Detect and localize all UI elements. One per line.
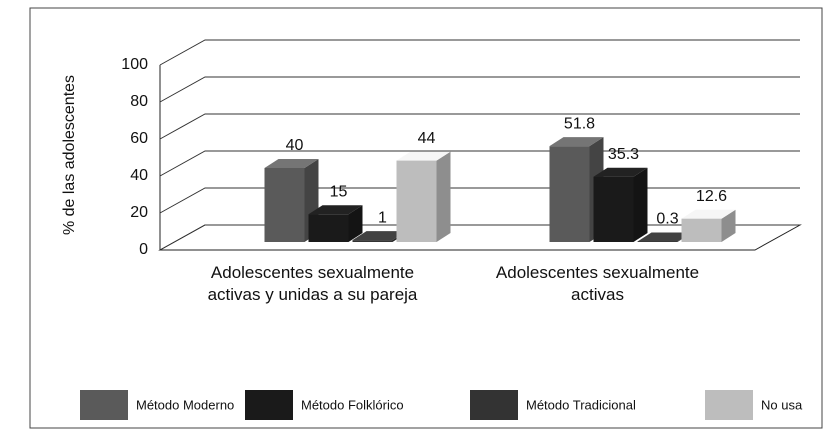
data-label: 40	[286, 137, 304, 154]
x-tick-label: Adolescentes sexualmente activas y unida…	[207, 263, 418, 304]
bar	[396, 160, 437, 242]
bar	[593, 176, 634, 242]
y-tick-label: 100	[121, 56, 148, 73]
bar-top	[549, 137, 604, 147]
legend-swatch	[245, 390, 293, 420]
bar-side	[436, 151, 451, 242]
bar	[264, 168, 305, 242]
grid-line	[159, 150, 800, 177]
data-label: 51.8	[564, 115, 595, 132]
y-axis-label: % de las adolescentes	[61, 75, 78, 235]
y-tick-label: 40	[130, 167, 148, 184]
bar	[681, 218, 722, 242]
bar	[637, 241, 678, 242]
legend-label: Método Moderno	[136, 397, 234, 412]
legend-swatch	[470, 390, 518, 420]
y-tick-label: 80	[130, 93, 148, 110]
data-label: 35.3	[608, 146, 639, 163]
legend-swatch	[705, 390, 753, 420]
data-label: 12.6	[696, 188, 727, 205]
bar-top	[681, 209, 736, 219]
grid-line	[159, 113, 800, 140]
bar-side	[633, 167, 648, 242]
bar-top	[308, 205, 363, 215]
data-label: 44	[418, 130, 436, 147]
bar	[308, 214, 349, 242]
data-label: 0.3	[656, 211, 678, 228]
grid-line	[159, 76, 800, 103]
bar-top	[637, 232, 692, 242]
y-tick-label: 20	[130, 204, 148, 221]
legend-label: Método Tradicional	[526, 397, 636, 412]
y-tick-label: 60	[130, 130, 148, 147]
bar-side	[348, 205, 363, 242]
bar-top	[352, 231, 407, 241]
legend-label: No usa	[761, 397, 803, 412]
legend-label: Método Folklórico	[301, 397, 404, 412]
frame	[29, 7, 823, 429]
data-label: 1	[378, 209, 387, 226]
legend-swatch	[80, 390, 128, 420]
bar-top	[396, 151, 451, 161]
x-tick-label: Adolescentes sexualmente activas	[495, 263, 700, 304]
bar-top	[593, 167, 648, 177]
data-label: 15	[330, 183, 348, 200]
bar-top	[264, 159, 319, 168]
grid-line	[159, 39, 800, 66]
y-tick-label: 0	[139, 241, 148, 258]
bar	[549, 146, 590, 242]
bar	[352, 240, 393, 242]
bar-side	[721, 209, 736, 242]
